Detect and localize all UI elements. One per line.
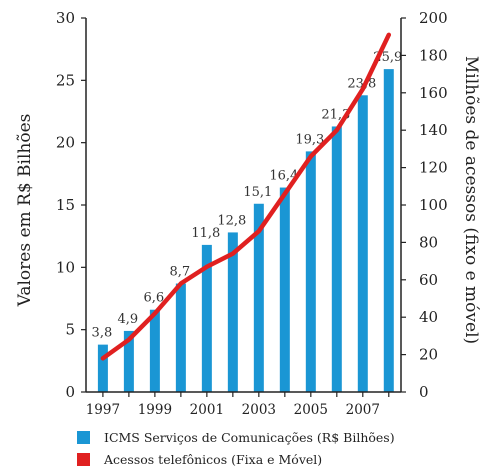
left-y-tick-label: 25 [56,71,75,89]
access-line-series [100,32,392,361]
right-y-tick-label: 40 [419,308,438,326]
x-tick-label: 2001 [190,402,224,418]
right-y-ticks: 0 20 40 60 80 100 120 140 160 180 200 [401,9,448,401]
x-tick-label: 1997 [86,402,120,418]
bar-2002 [227,232,238,392]
bar-1998 [123,330,134,392]
x-ticks: 1997 1999 2001 2003 2005 2007 [86,392,390,418]
right-y-tick-label: 20 [419,346,438,364]
bar-label-1999: 6,6 [144,291,165,306]
left-y-tick-label: 30 [56,9,75,27]
legend: ICMS Serviços de Comunicações (R$ Bilhõe… [77,430,395,467]
legend-swatch-icms [77,431,90,444]
left-y-tick-label: 15 [56,196,75,214]
bar-label-1997: 3,8 [92,326,113,341]
right-y-tick-label: 180 [419,46,448,64]
right-y-tick-label: 160 [419,84,448,102]
x-tick-label: 1999 [138,402,172,418]
bar-2004 [279,187,290,392]
bar-data-labels: 3,84,96,68,711,812,815,116,419,321,323,8… [92,50,403,341]
legend-label-icms: ICMS Serviços de Comunicações (R$ Bilhõe… [104,430,395,445]
legend-swatch-acessos [77,453,90,466]
bar-label-2001: 11,8 [191,226,220,241]
bar-2000 [175,283,186,392]
bar-label-2005: 19,3 [295,132,324,147]
bar-2003 [253,203,264,392]
bar-label-2002: 12,8 [217,213,246,228]
x-tick-label: 2005 [294,402,328,418]
x-tick-label: 2007 [346,402,380,418]
legend-label-acessos: Acessos telefônicos (Fixa e Móvel) [103,452,322,467]
left-y-ticks: 0 5 10 15 20 25 30 [56,9,86,401]
left-y-tick-label: 20 [56,134,75,152]
bar-series [97,69,394,393]
right-y-tick-label: 120 [419,159,448,177]
right-y-tick-label: 0 [419,383,429,401]
bar-1997 [97,344,108,392]
bar-label-2003: 15,1 [243,185,272,200]
bar-1999 [149,309,160,392]
right-y-tick-label: 140 [419,121,448,139]
x-tick-label: 2003 [242,402,276,418]
right-y-tick-label: 80 [419,233,438,251]
bar-2006 [331,126,342,393]
right-y-tick-label: 100 [419,196,448,214]
bar-2007 [357,95,368,392]
right-y-tick-label: 200 [419,9,448,27]
bar-label-2000: 8,7 [170,265,191,280]
left-y-tick-label: 10 [56,258,75,276]
left-y-tick-label: 5 [65,321,75,339]
right-y-tick-label: 60 [419,271,438,289]
bar-2005 [305,151,316,392]
bar-2008 [383,69,394,392]
bar-label-2004: 16,4 [269,169,298,184]
left-y-tick-label: 0 [65,383,75,401]
bar-2001 [201,244,212,392]
bar-label-1998: 4,9 [118,312,139,327]
right-y-axis-label: Milhões de acessos (fixo e móvel) [461,56,481,344]
left-y-axis-label: Valores em R$ Bilhões [15,114,35,308]
